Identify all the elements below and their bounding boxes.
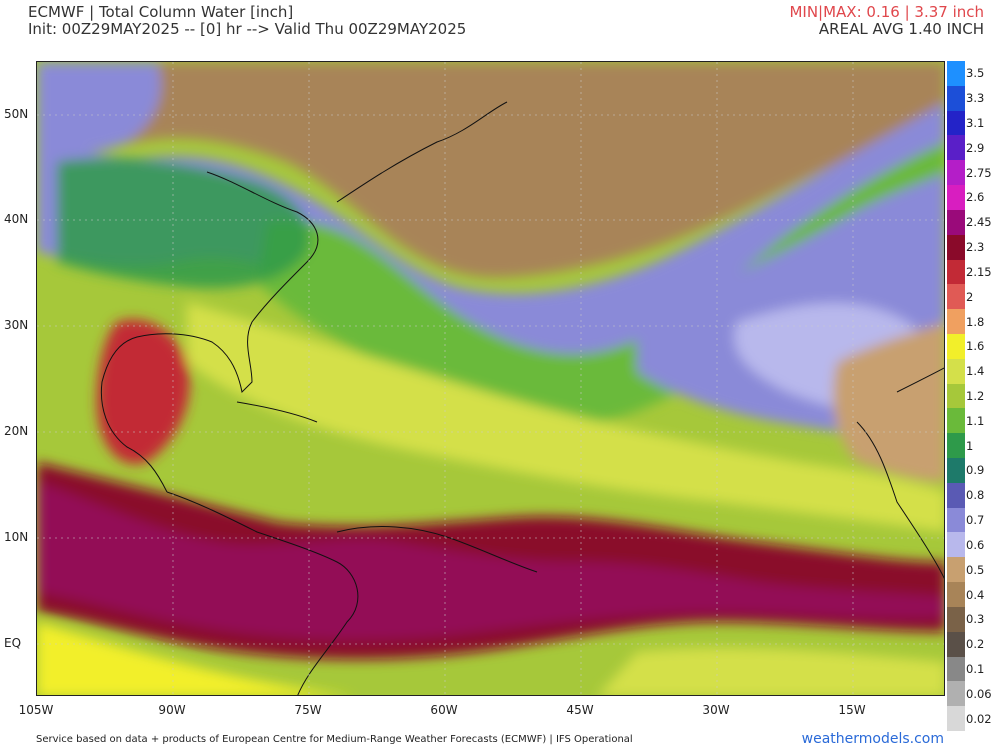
minmax-text: MIN|MAX: 0.16 | 3.37 inch	[789, 3, 984, 21]
lon-label-60w: 60W	[430, 703, 458, 717]
color-scale-label: 3.3	[966, 91, 985, 106]
chart-header: ECMWF | Total Column Water [inch] Init: …	[28, 4, 466, 38]
color-scale-label: 2.3	[966, 240, 985, 255]
color-scale-swatch	[947, 656, 965, 682]
stats-header: MIN|MAX: 0.16 | 3.37 inch AREAL AVG 1.40…	[789, 4, 984, 38]
color-scale-swatch	[947, 706, 965, 731]
lat-label-10n: 10N	[4, 530, 29, 544]
color-scale-label: 2.6	[966, 190, 985, 205]
lat-label-eq: EQ	[4, 636, 22, 650]
color-scale-label: 0.7	[966, 513, 985, 528]
color-scale-swatch	[947, 61, 965, 86]
init-line: Init: 00Z29MAY2025 -- [0] hr --> Valid T…	[28, 20, 467, 38]
lon-label-90w: 90W	[158, 703, 186, 717]
color-scale-label: 0.6	[966, 537, 985, 552]
color-scale-swatch	[947, 259, 965, 285]
color-scale-label: 2	[966, 289, 974, 304]
lon-label-30w: 30W	[702, 703, 730, 717]
color-scale-label: 2.15	[966, 264, 992, 279]
lon-label-45w: 45W	[566, 703, 594, 717]
color-scale-swatch	[947, 681, 965, 707]
color-scale-label: 1.2	[966, 389, 985, 403]
color-scale-label: 2.9	[966, 140, 985, 155]
color-scale-label: 1.8	[966, 314, 985, 329]
color-scale-label: 0.3	[966, 612, 985, 627]
color-scale-swatch	[947, 85, 965, 111]
color-scale-label: 0.06	[966, 686, 992, 701]
color-scale-label: 0.1	[966, 661, 985, 676]
color-scale-label: 1.6	[966, 339, 985, 354]
color-scale-swatch	[947, 507, 965, 533]
chart-title: ECMWF | Total Column Water [inch]	[28, 3, 294, 21]
color-scale-swatch	[947, 557, 965, 583]
color-scale-swatch	[947, 358, 965, 384]
color-scale-swatch	[947, 582, 965, 607]
weather-map[interactable]	[36, 61, 945, 696]
color-scale-swatch	[947, 234, 965, 260]
color-scale-swatch	[947, 408, 965, 434]
lat-label-30n: 30N	[4, 318, 29, 332]
lat-label-50n: 50N	[4, 107, 29, 121]
color-scale-swatch	[947, 433, 965, 458]
color-scale-swatch	[947, 458, 965, 483]
color-scale-label: 3.5	[966, 66, 985, 81]
areal-avg-text: AREAL AVG 1.40 INCH	[818, 20, 984, 38]
color-scale-label: 0.8	[966, 488, 985, 503]
color-scale-swatch	[947, 482, 965, 508]
lat-label-40n: 40N	[4, 212, 29, 226]
color-scale-label: 0.5	[966, 562, 985, 577]
color-scale-swatch	[947, 209, 965, 235]
color-scale-swatch	[947, 110, 965, 136]
color-scale-label: 2.45	[966, 215, 992, 230]
color-scale-label: 0.9	[966, 463, 985, 478]
lon-label-15w: 15W	[838, 703, 866, 717]
color-scale-label: 3.1	[966, 116, 985, 131]
color-scale-swatch	[947, 532, 965, 558]
color-scale-swatch	[947, 333, 965, 359]
lat-label-20n: 20N	[4, 424, 29, 438]
color-scale-label: 1.1	[966, 413, 985, 428]
color-scale-label: 0.02	[966, 711, 992, 726]
color-scale-swatch	[947, 383, 965, 409]
color-scale-label: 0.2	[966, 637, 985, 652]
color-scale-swatch	[947, 309, 965, 334]
lon-label-105w: 105W	[18, 703, 54, 717]
color-scale	[947, 61, 967, 731]
color-scale-swatch	[947, 284, 965, 310]
color-scale-swatch	[947, 606, 965, 632]
lon-label-75w: 75W	[294, 703, 322, 717]
map-field	[37, 62, 944, 695]
site-link[interactable]: weathermodels.com	[801, 731, 944, 747]
source-credit: Service based on data + products of Euro…	[36, 734, 633, 745]
color-scale-label: 1.4	[966, 364, 985, 379]
color-scale-label: 0.4	[966, 587, 985, 602]
color-scale-label: 2.75	[966, 165, 992, 180]
color-scale-swatch	[947, 185, 965, 210]
color-scale-label: 1	[966, 438, 974, 453]
color-scale-swatch	[947, 160, 965, 186]
color-scale-swatch	[947, 135, 965, 161]
color-scale-swatch	[947, 631, 965, 657]
